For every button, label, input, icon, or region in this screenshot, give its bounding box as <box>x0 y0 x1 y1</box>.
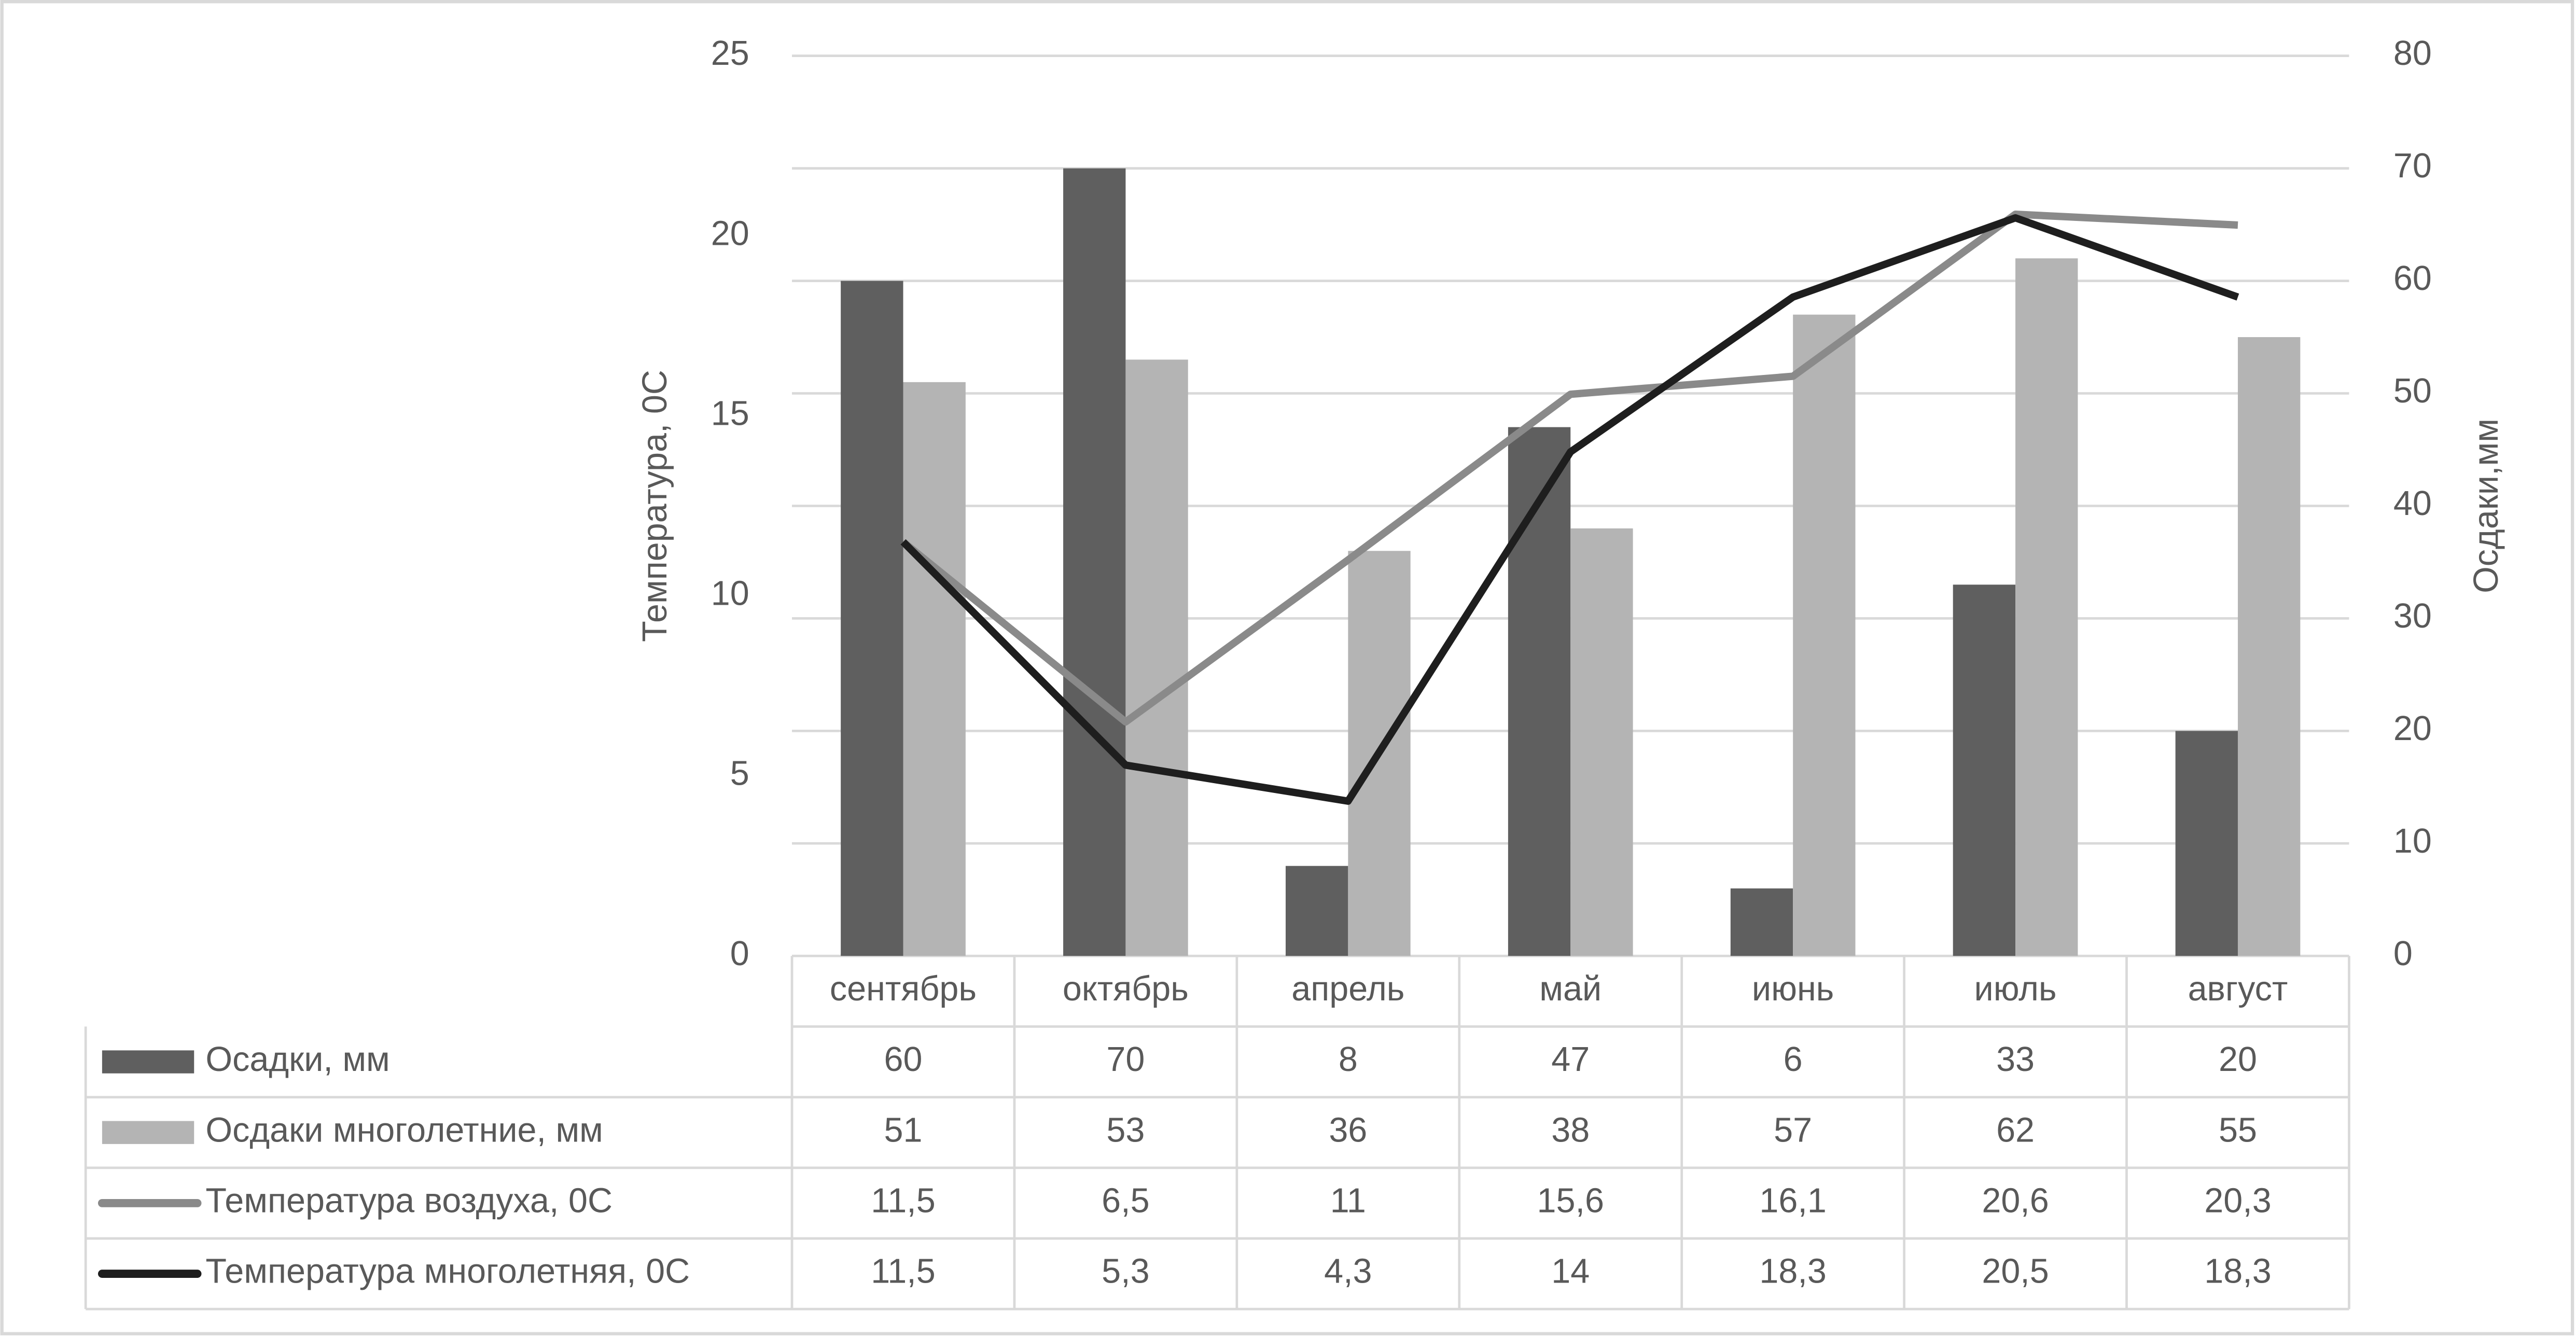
bar <box>841 281 903 956</box>
y-tick-label: 10 <box>711 575 749 613</box>
table-value: 11,5 <box>871 1181 936 1220</box>
bar <box>1730 888 1793 956</box>
y2-tick-label: 60 <box>2393 259 2432 298</box>
y2-tick-label: 20 <box>2393 709 2432 748</box>
bar <box>1793 314 1856 956</box>
table-value: 14 <box>1551 1252 1590 1291</box>
table-value: 11,5 <box>871 1252 936 1291</box>
bar <box>1285 866 1348 956</box>
legend-key <box>102 1050 194 1074</box>
y-tick-label: 0 <box>730 935 749 973</box>
table-value: 62 <box>1996 1111 2035 1149</box>
line <box>900 214 2239 805</box>
table-value: 18,3 <box>2204 1252 2271 1291</box>
x-tick-label: июль <box>1974 970 2057 1008</box>
table-value: 6,5 <box>1102 1181 1149 1220</box>
table-value: 11 <box>1330 1181 1366 1220</box>
bar <box>1508 427 1571 956</box>
x-tick-label: август <box>2188 970 2288 1008</box>
bar <box>903 382 966 956</box>
x-tick-label: апрель <box>1291 970 1404 1008</box>
y-axis-title: Температура, 0С <box>636 370 674 642</box>
table-value: 57 <box>1774 1111 1812 1149</box>
bar <box>2015 258 2078 956</box>
table-value: 5,3 <box>1102 1252 1149 1291</box>
table-value: 51 <box>884 1111 923 1149</box>
bar <box>1125 359 1188 956</box>
x-tick-label: май <box>1539 970 1602 1008</box>
table-value: 53 <box>1106 1111 1145 1149</box>
table-value: 15,6 <box>1537 1181 1604 1220</box>
table-value: 8 <box>1339 1040 1358 1079</box>
table-value: 16,1 <box>1759 1181 1826 1220</box>
bar <box>1063 168 1126 956</box>
y-tick-label: 20 <box>711 214 749 253</box>
table-value: 70 <box>1106 1040 1145 1079</box>
y2-tick-label: 10 <box>2393 822 2432 860</box>
table-value: 20,6 <box>1982 1181 2049 1220</box>
y-tick-label: 15 <box>711 394 749 433</box>
table-value: 36 <box>1329 1111 1367 1149</box>
table-value: 38 <box>1551 1111 1590 1149</box>
x-tick-label: июнь <box>1752 970 1834 1008</box>
table-value: 18,3 <box>1759 1252 1826 1291</box>
legend-label: Осдаки многолетние, мм <box>205 1111 603 1149</box>
table-value: 20 <box>2219 1040 2257 1079</box>
y2-tick-label: 80 <box>2393 34 2432 73</box>
bar <box>2237 337 2301 956</box>
y2-tick-label: 0 <box>2393 935 2413 973</box>
bar <box>1953 584 2016 956</box>
y-tick-label: 25 <box>711 34 749 73</box>
table-value: 20,5 <box>1982 1252 2049 1291</box>
bar <box>2175 731 2238 956</box>
table-value: 20,3 <box>2204 1181 2271 1220</box>
legend-label: Осадки, мм <box>205 1040 389 1079</box>
table-value: 6 <box>1784 1040 1803 1079</box>
y2-tick-label: 70 <box>2393 147 2432 185</box>
y2-tick-label: 50 <box>2393 372 2432 410</box>
table-value: 47 <box>1551 1040 1590 1079</box>
table-value: 60 <box>884 1040 923 1079</box>
table-value: 4,3 <box>1324 1252 1372 1291</box>
legend-label: Температура воздуха, 0С <box>205 1181 612 1220</box>
x-tick-label: сентябрь <box>830 970 977 1008</box>
bar <box>1570 528 1633 956</box>
table-value: 33 <box>1996 1040 2035 1079</box>
y-tick-label: 5 <box>730 755 749 793</box>
legend-label: Температура многолетняя, 0С <box>205 1252 690 1291</box>
x-tick-label: октябрь <box>1063 970 1189 1008</box>
table-value: 55 <box>2219 1111 2257 1149</box>
y2-tick-label: 40 <box>2393 484 2432 523</box>
y2-tick-label: 30 <box>2393 597 2432 635</box>
legend-key <box>102 1121 194 1144</box>
y2-axis-title: Осдаки,мм <box>2467 419 2505 593</box>
